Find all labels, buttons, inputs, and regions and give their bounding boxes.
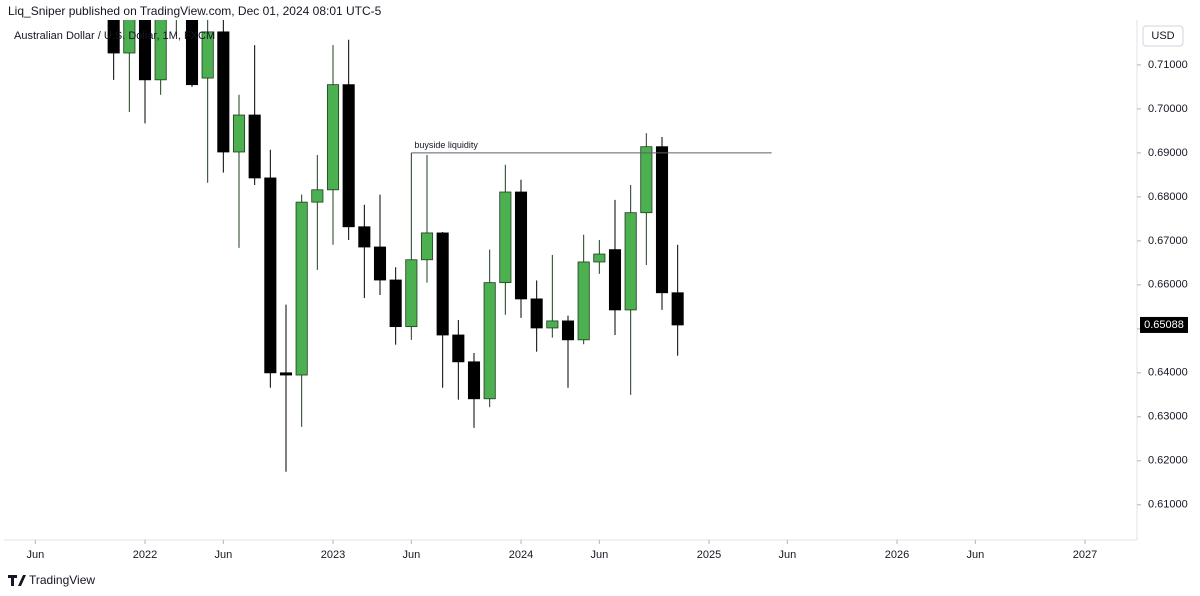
- logo-icon: [8, 575, 26, 586]
- candle-body: [483, 282, 496, 400]
- y-tick-label: 0.69000: [1148, 147, 1188, 159]
- candle-body: [358, 226, 371, 248]
- y-tick-label: 0.71000: [1148, 59, 1188, 71]
- x-tick-label: Jun: [966, 549, 984, 561]
- candle-body: [593, 253, 606, 263]
- y-tick-label: 0.64000: [1148, 367, 1188, 379]
- candle-body: [420, 232, 434, 261]
- candle-body: [342, 84, 355, 228]
- x-tick-label: 2022: [133, 549, 157, 561]
- candle-body: [655, 146, 669, 294]
- candle-body: [436, 232, 449, 336]
- last-price-label: 0.65088: [1144, 319, 1184, 331]
- x-tick-label: Jun: [214, 549, 232, 561]
- candle-body: [154, 20, 167, 81]
- candle-body: [311, 189, 324, 203]
- candle-body: [248, 114, 261, 179]
- header: Liq_Sniper published on TradingView.com,…: [8, 4, 382, 18]
- candle-body: [138, 20, 152, 81]
- y-tick-label: 0.63000: [1148, 411, 1188, 423]
- x-tick-label: 2023: [321, 549, 345, 561]
- candle-body: [452, 334, 465, 363]
- y-tick-label: 0.62000: [1148, 455, 1188, 467]
- candle-body: [201, 31, 214, 79]
- candle-body: [499, 191, 512, 284]
- x-tick-label: 2025: [697, 549, 721, 561]
- y-tick-label: 0.66000: [1148, 279, 1188, 291]
- candle-body: [326, 84, 340, 191]
- x-tick-label: 2026: [885, 549, 909, 561]
- plot-area: [107, 20, 772, 472]
- candle-body: [561, 320, 575, 341]
- currency-label[interactable]: USD: [1151, 30, 1174, 42]
- candle-body: [624, 212, 637, 311]
- y-tick-label: 0.61000: [1148, 499, 1188, 511]
- candle-body: [530, 298, 543, 329]
- candle-body: [279, 372, 293, 376]
- x-tick-label: 2027: [1073, 549, 1097, 561]
- x-tick-label: Jun: [402, 549, 420, 561]
- candle-body: [373, 246, 387, 281]
- x-tick-label: Jun: [778, 549, 796, 561]
- candle-body: [185, 20, 199, 86]
- candle-body: [389, 279, 402, 328]
- candle-body: [123, 20, 136, 54]
- candle-body: [608, 249, 622, 311]
- y-tick-label: 0.68000: [1148, 191, 1188, 203]
- last-price-tag: [1140, 316, 1188, 333]
- candle-body: [546, 320, 559, 329]
- footer: TradingView: [29, 573, 95, 587]
- candle-body: [405, 259, 418, 328]
- footer-logo: [8, 575, 26, 586]
- currency-button[interactable]: [1142, 25, 1184, 47]
- candle-body: [640, 146, 653, 214]
- symbol-legend: Australian Dollar / U.S. Dollar, 1M, FXC…: [14, 30, 215, 42]
- x-tick-label: Jun: [26, 549, 44, 561]
- candle-body: [217, 31, 230, 153]
- candle-body: [264, 177, 277, 374]
- x-tick-label: 2024: [509, 549, 533, 561]
- candle-body: [467, 361, 481, 400]
- y-tick-label: 0.70000: [1148, 103, 1188, 115]
- candle-body: [577, 261, 590, 341]
- y-tick-label: 0.67000: [1148, 235, 1188, 247]
- annotation-label: buyside liquidity: [414, 140, 478, 150]
- candle-body: [514, 191, 528, 300]
- candle-body: [232, 114, 246, 153]
- candle-body: [295, 201, 308, 376]
- x-tick-label: Jun: [590, 549, 608, 561]
- candle-body: [671, 292, 684, 326]
- candle-body: [107, 20, 120, 54]
